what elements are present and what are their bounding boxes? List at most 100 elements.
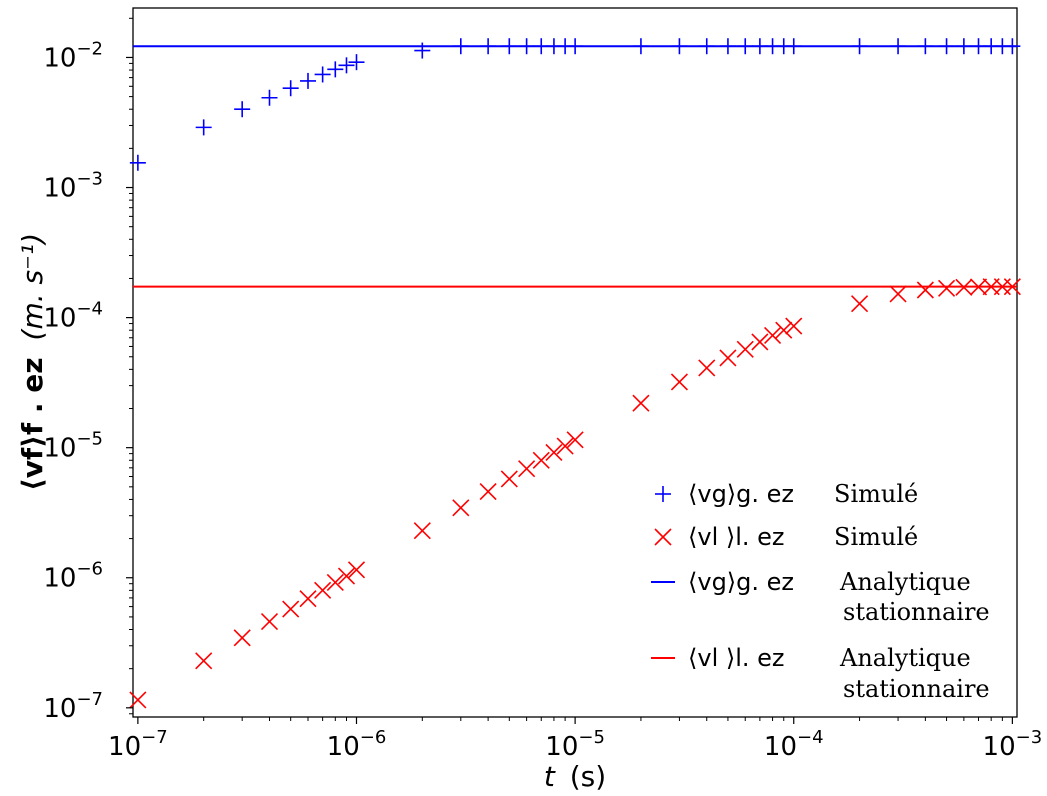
legend-label-text: Simulé: [834, 480, 918, 508]
data-point-x: [337, 567, 356, 585]
data-point-x: [916, 281, 934, 299]
legend-plus-marker-icon: [655, 486, 671, 502]
legend-label-text2: stationnaire: [843, 675, 990, 703]
data-point-plus: [938, 38, 955, 55]
legend-entry-vg-analytique: ⟨vg⟩g. ez Analytique stationnaire: [651, 568, 990, 626]
data-point-plus: [518, 38, 535, 55]
data-point-x: [763, 326, 782, 344]
data-point-x: [556, 437, 574, 455]
data-point-x: [545, 443, 563, 461]
data-point-x: [500, 470, 518, 488]
data-point-x: [260, 613, 279, 631]
y-tick-label: 10−2: [43, 38, 103, 73]
data-point-x: [452, 499, 470, 517]
y-tick-label: 10−3: [43, 169, 103, 204]
data-point-x: [937, 279, 956, 297]
legend-label-text: Simulé: [834, 523, 918, 551]
y-tick-label: 10−6: [43, 559, 103, 594]
data-point-plus: [129, 154, 146, 171]
data-point-plus: [501, 38, 518, 55]
data-point-x: [632, 394, 650, 412]
legend-label-math: ⟨vl ⟩l. ez: [688, 644, 785, 672]
data-point-x: [736, 340, 754, 358]
data-point-plus: [338, 57, 355, 74]
legend-plus-glyph: [655, 486, 671, 502]
data-point-x: [719, 349, 737, 367]
data-point-plus: [195, 119, 212, 136]
data-point-plus: [414, 42, 431, 59]
data-point-x: [532, 451, 550, 469]
data-point-x: [195, 652, 213, 670]
data-point-x: [969, 278, 988, 296]
x-tick-label: 10−7: [108, 727, 168, 762]
data-point-x: [1003, 278, 1021, 296]
legend-x-glyph: [654, 528, 672, 546]
data-point-x: [751, 333, 769, 351]
legend-label-math: ⟨vg⟩g. ez: [688, 480, 794, 508]
y-tick-label: 10−7: [43, 689, 103, 724]
legend-entry-vl-simule: ⟨vl ⟩l. ez Simulé: [654, 523, 918, 551]
legend-label-math: ⟨vg⟩g. ez: [688, 568, 794, 596]
data-point-plus: [282, 80, 299, 97]
data-point-plus: [719, 38, 736, 55]
legend-label-text2: stationnaire: [843, 598, 990, 626]
data-point-plus: [567, 38, 584, 55]
data-point-plus: [299, 72, 316, 89]
data-point-plus: [452, 38, 469, 55]
data-point-x: [566, 431, 584, 449]
data-point-plus: [632, 38, 649, 55]
data-point-plus: [234, 101, 251, 118]
x-axis-label-unit: (s): [570, 760, 606, 793]
data-point-x: [955, 278, 973, 296]
legend-label-text: Analytique: [839, 644, 971, 672]
data-point-plus: [348, 54, 365, 71]
data-point-plus: [851, 38, 868, 55]
data-point-x: [785, 317, 803, 335]
data-point-plus: [698, 38, 715, 55]
legend-entry-vl-analytique: ⟨vl ⟩l. ez Analytique stationnaire: [651, 644, 990, 703]
data-point-plus: [671, 38, 688, 55]
data-point-x: [775, 321, 793, 339]
data-point-plus: [955, 38, 972, 55]
x-tick-label: 10−3: [983, 727, 1043, 762]
data-point-plus: [737, 38, 754, 55]
x-axis-label-var: t: [544, 760, 556, 793]
data-point-x: [299, 590, 317, 608]
data-point-x: [326, 573, 344, 592]
data-point-x: [347, 561, 366, 579]
data-point-plus: [327, 61, 344, 78]
legend-label-text: Analytique: [839, 568, 971, 596]
data-point-plus: [314, 66, 331, 83]
x-axis-label: t (s): [544, 760, 606, 793]
plot-area: [132, 7, 1018, 718]
y-axis-label-unit: (m. s⁻¹): [16, 233, 49, 341]
data-point-x: [129, 691, 147, 709]
data-point-x: [670, 373, 688, 391]
data-point-plus: [917, 38, 934, 55]
legend-entry-vg-simule: ⟨vg⟩g. ez Simulé: [655, 480, 918, 508]
legend-x-marker-icon: [654, 528, 672, 546]
data-point-plus: [890, 38, 907, 55]
data-point-x: [850, 295, 869, 313]
legend: ⟨vg⟩g. ez Simulé ⟨vl ⟩l. ez Simulé ⟨vg⟩g…: [651, 480, 990, 703]
data-point-x: [889, 285, 907, 303]
y-axis-label: ⟨vf⟩f . ez (m. s⁻¹): [16, 233, 49, 491]
data-point-x: [314, 581, 332, 599]
data-point-plus: [1004, 38, 1021, 55]
data-point-plus: [480, 38, 497, 55]
data-markers: [129, 38, 1021, 709]
data-point-x: [282, 600, 300, 618]
data-point-plus: [261, 89, 278, 106]
x-tick-label: 10−4: [764, 727, 824, 762]
x-tick-label: 10−5: [545, 727, 605, 762]
y-tick-label: 10−4: [43, 299, 103, 334]
data-point-x: [233, 629, 251, 647]
axis-ticks: 10−7 10−6 10−5 10−4 10−3 10−7 10−6 10−5 10−4 10−3…: [43, 17, 1043, 762]
data-point-x: [518, 460, 536, 478]
data-point-x: [698, 359, 716, 377]
data-point-plus: [785, 38, 802, 55]
data-point-x: [413, 522, 431, 540]
y-axis-label-lhs: ⟨vf⟩f . ez: [16, 357, 49, 491]
data-point-x: [479, 482, 497, 501]
